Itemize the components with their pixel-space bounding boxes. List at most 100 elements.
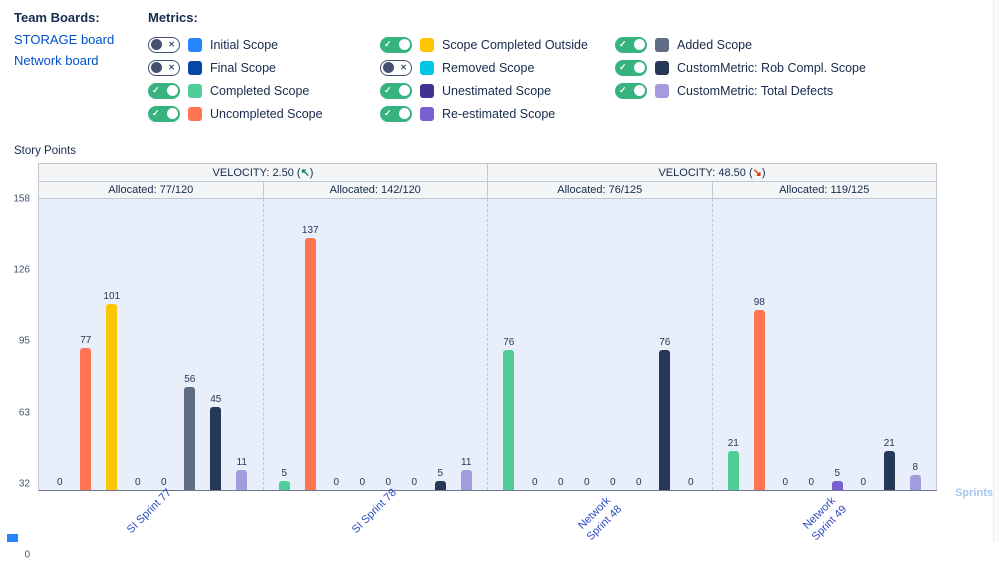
bar[interactable] <box>909 475 921 490</box>
bar[interactable] <box>883 451 895 490</box>
check-icon: ✓ <box>619 39 627 49</box>
bar[interactable] <box>106 303 118 490</box>
bar-slot: 0 <box>131 199 144 490</box>
metric-toggle[interactable]: ✓ <box>615 82 647 99</box>
bar-value-label: 77 <box>80 335 92 347</box>
bar-value-label: 0 <box>635 477 642 488</box>
check-icon: ✓ <box>384 108 392 118</box>
bar-slot: 5 <box>278 199 291 490</box>
metric-color-swatch <box>188 83 202 98</box>
corner-widget-fragment <box>7 534 18 542</box>
metric-color-swatch <box>188 60 202 75</box>
check-icon: ✓ <box>384 85 392 95</box>
bar-slot: 98 <box>753 199 766 490</box>
toggle-knob <box>383 62 394 73</box>
check-icon: ✓ <box>152 108 160 118</box>
bar-slot: 21 <box>727 199 740 490</box>
metric-label: Completed Scope <box>210 83 310 98</box>
metric-toggle[interactable]: ✕ <box>380 59 412 76</box>
metric-label: Re-estimated Scope <box>442 106 556 121</box>
bar[interactable] <box>727 451 739 490</box>
sprint-label[interactable]: Network Sprint 48 <box>575 494 624 543</box>
bar[interactable] <box>460 469 472 490</box>
metric-legend-item: ✕ Removed Scope <box>380 56 615 79</box>
bar-slot: 0 <box>528 199 541 490</box>
sprint-group: 21 98 0 0 5 0 21 8 <box>713 199 937 490</box>
metric-color-swatch <box>188 37 202 52</box>
toggle-knob <box>151 39 162 50</box>
trend-arrow-icon: ↘ <box>752 167 762 179</box>
bar-value-label: 0 <box>333 477 340 488</box>
metric-color-swatch <box>420 83 434 98</box>
bar-slot: 5 <box>434 199 447 490</box>
metric-color-swatch <box>655 37 669 52</box>
bar-value-label: 5 <box>437 467 444 479</box>
board-link[interactable]: STORAGE board <box>14 32 115 47</box>
bar-slot: 11 <box>460 199 473 490</box>
board-link[interactable]: Network board <box>14 53 99 68</box>
velocity-text: VELOCITY: 48.50 ( <box>658 167 753 179</box>
allocation-header-row: Allocated: 77/120 Allocated: 142/120 Alloc… <box>38 181 937 199</box>
bar-value-label: 137 <box>301 224 319 236</box>
metric-legend-item: ✕ Final Scope <box>148 56 380 79</box>
metric-legend-item: ✓ CustomMetric: Rob Compl. Scope <box>615 56 999 79</box>
bar-value-label: 8 <box>912 462 919 474</box>
bar-value-label: 0 <box>359 477 366 488</box>
bar-value-label: 0 <box>385 477 392 488</box>
velocity-header: VELOCITY: 2.50 (↖) <box>38 163 488 182</box>
scrollbar[interactable] <box>993 0 999 542</box>
team-boards-title: Team Boards: <box>14 10 100 25</box>
bar[interactable] <box>753 309 765 490</box>
metric-toggle[interactable]: ✓ <box>148 82 180 99</box>
sprint-label[interactable]: SI Sprint 77 <box>125 486 175 536</box>
bar-slot: 0 <box>580 199 593 490</box>
bar[interactable] <box>210 407 222 490</box>
bar-value-label: 5 <box>834 467 841 479</box>
bar[interactable] <box>503 350 515 490</box>
bar-slot: 0 <box>779 199 792 490</box>
metric-toggle[interactable]: ✓ <box>380 36 412 53</box>
sprint-label[interactable]: Network Sprint 49 <box>800 494 849 543</box>
metric-label: Final Scope <box>210 60 277 75</box>
bar-slot: 11 <box>235 199 248 490</box>
velocity-header: VELOCITY: 48.50 (↘) <box>487 163 937 182</box>
metric-toggle[interactable]: ✓ <box>380 105 412 122</box>
bar-slot: 56 <box>183 199 196 490</box>
bar[interactable] <box>659 350 671 490</box>
bar-slot: 0 <box>330 199 343 490</box>
metric-toggle[interactable]: ✓ <box>615 59 647 76</box>
x-icon: ✕ <box>168 63 175 72</box>
chart-section: Story Points VELOCITY: 2.50 (↖) VELOCITY:… <box>0 145 999 561</box>
bar-value-label: 0 <box>860 477 867 488</box>
metric-toggle[interactable]: ✓ <box>380 82 412 99</box>
bar[interactable] <box>831 480 843 490</box>
metric-toggle[interactable]: ✕ <box>148 59 180 76</box>
sprint-label[interactable]: SI Sprint 78 <box>349 486 400 536</box>
metric-toggle[interactable]: ✓ <box>148 105 180 122</box>
bar[interactable] <box>236 469 248 490</box>
metric-label: Scope Completed Outside <box>442 37 588 52</box>
bar[interactable] <box>304 237 316 490</box>
bar-value-label: 0 <box>134 477 141 488</box>
bar[interactable] <box>434 480 446 490</box>
metric-legend-item: ✓ Re-estimated Scope <box>380 102 615 125</box>
metrics-panel: Metrics: ✕ Initial Scope ✕ Final Scope ✓ Comp… <box>148 10 999 125</box>
toggle-knob <box>399 39 410 50</box>
bar-slot: 0 <box>554 199 567 490</box>
bar[interactable] <box>80 348 92 490</box>
bar-value-label: 98 <box>753 296 765 308</box>
metric-toggle[interactable]: ✓ <box>615 36 647 53</box>
metric-legend-item: ✕ Initial Scope <box>148 33 380 56</box>
bar-slot: 0 <box>382 199 395 490</box>
y-axis: 158 126 95 63 32 0 <box>8 194 34 561</box>
bar-slot: 0 <box>408 199 421 490</box>
metric-color-swatch <box>655 83 669 98</box>
bar[interactable] <box>278 480 290 490</box>
metric-legend-item: ✓ Uncompleted Scope <box>148 102 380 125</box>
bar-value-label: 21 <box>883 438 895 450</box>
x-icon: ✕ <box>168 40 175 49</box>
bar[interactable] <box>184 386 196 490</box>
metric-toggle[interactable]: ✕ <box>148 36 180 53</box>
bar-value-label: 0 <box>583 477 590 488</box>
